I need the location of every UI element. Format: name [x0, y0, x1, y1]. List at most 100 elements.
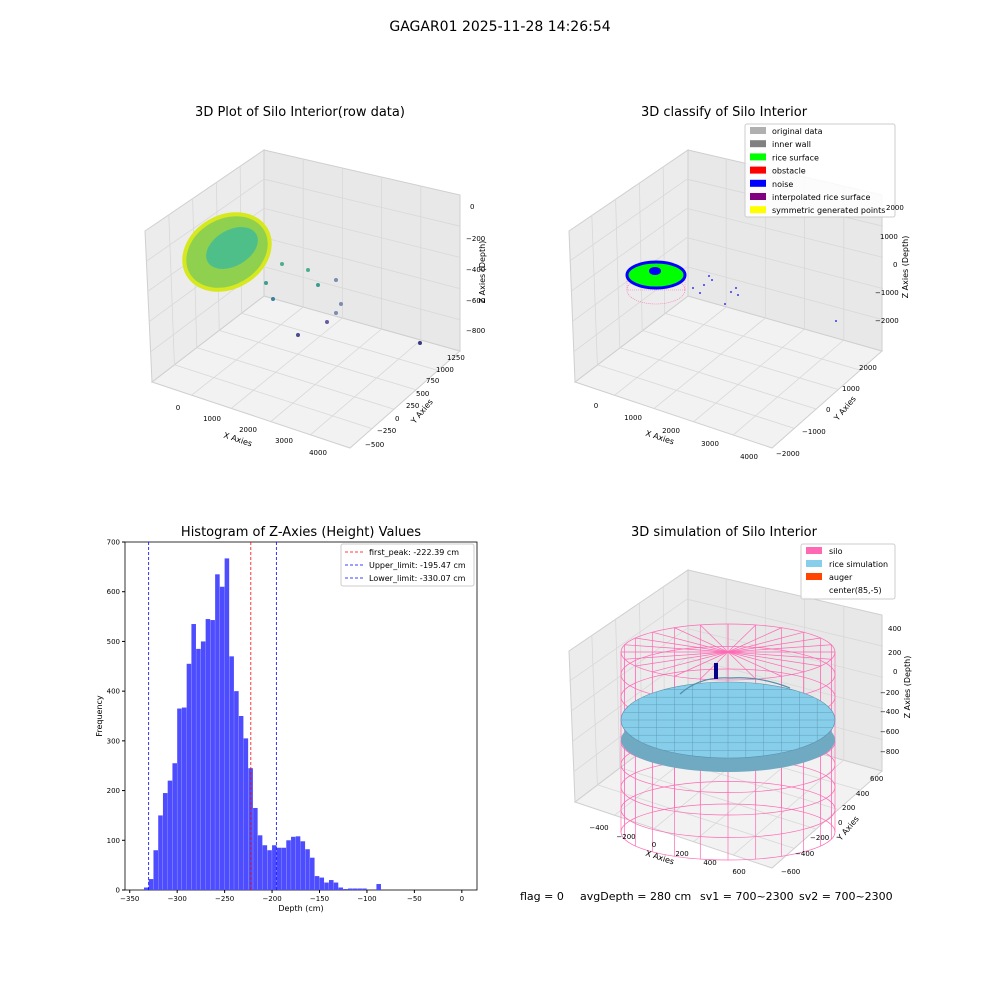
z-axis-ticks: 0 −200 −400 −600 −800	[466, 203, 485, 335]
tick-label: −1000	[802, 428, 826, 436]
histogram-bar	[191, 624, 196, 890]
legend-label: center(85,-5)	[829, 586, 882, 595]
histogram-bar	[205, 619, 211, 890]
classified-silo	[625, 260, 687, 305]
flag-value: flag = 0	[520, 890, 564, 903]
tick-label: 200	[675, 850, 688, 858]
grid-line	[664, 312, 862, 371]
grid-line	[619, 347, 818, 410]
tick-label: 700	[107, 539, 120, 547]
status-line: flag = 0 avgDepth = 280 cm sv1 = 700~230…	[520, 890, 893, 903]
histogram-bar	[333, 882, 339, 890]
legend-swatch	[750, 179, 766, 187]
tick-label: 500	[107, 638, 120, 646]
noise-point	[708, 275, 710, 277]
tick-label: 600	[107, 588, 120, 596]
rice-mesh	[621, 682, 835, 758]
histogram-bar	[167, 780, 173, 890]
grid-line	[263, 266, 461, 321]
grid-line	[693, 328, 805, 422]
tick-label: 0	[470, 203, 474, 211]
histogram-bar	[200, 641, 206, 890]
grid-line	[597, 364, 796, 429]
tick-label: −100	[357, 895, 376, 903]
histogram-bar	[148, 879, 154, 890]
histogram-bar	[234, 691, 239, 890]
legend-label: rice surface	[772, 153, 819, 162]
legend-frame	[800, 543, 896, 600]
histogram-bar	[243, 738, 249, 890]
noise-point	[703, 284, 705, 286]
grid-line	[686, 266, 884, 321]
histogram-bar	[229, 656, 234, 890]
noise-point	[692, 287, 694, 289]
panel-classify-title: 3D classify of Silo Interior	[641, 105, 808, 120]
legend-label: inner wall	[772, 140, 811, 149]
histogram-bar	[257, 835, 263, 890]
tick-label: −200	[616, 833, 635, 841]
tick-label: 100	[107, 837, 120, 845]
tick-label: 300	[107, 737, 120, 745]
histogram-bar	[153, 850, 159, 890]
grid-line	[686, 237, 884, 289]
histogram-bar	[347, 888, 353, 890]
histogram-bar	[215, 574, 220, 890]
auger	[714, 663, 718, 679]
grid-line	[570, 628, 688, 712]
tick-label: 0	[594, 402, 598, 410]
histogram-bar	[343, 889, 348, 890]
legend-swatch	[806, 547, 822, 554]
grid-line	[270, 328, 382, 422]
outlier-point	[296, 333, 300, 337]
histogram-bar	[158, 815, 163, 890]
grid-line	[219, 330, 417, 391]
silo-roof-line	[700, 624, 729, 653]
grid-line	[733, 339, 845, 436]
y-axis-label: Frequency	[95, 695, 104, 737]
x-axis-ticks: 0 1000 2000 3000 4000	[594, 402, 758, 461]
histogram-bar	[238, 716, 244, 890]
grid-line	[196, 347, 395, 410]
legend-label: symmetric generated points	[772, 206, 885, 215]
grid-line	[615, 198, 621, 348]
histogram-bar	[338, 887, 344, 890]
histogram-bar	[324, 882, 329, 890]
outlier-point	[334, 278, 338, 282]
silo-roof-line	[727, 651, 832, 660]
outlier-point	[316, 283, 320, 287]
grid-line	[230, 317, 343, 409]
silo-roof-line	[727, 637, 821, 653]
silo-roof-line	[652, 631, 729, 653]
legend-label: Lower_limit: -330.07 cm	[369, 574, 466, 583]
tick-label: 0	[116, 887, 120, 895]
legend-label: silo	[829, 547, 843, 556]
tick-label: 0	[652, 841, 656, 849]
legend-label: original data	[772, 127, 823, 136]
tick-label: −400	[466, 266, 485, 274]
tick-label: 0	[838, 819, 842, 827]
sv1-value: sv1 = 700~2300	[700, 890, 794, 903]
y-axis-ticks: −2000 −1000 0 1000 2000	[776, 364, 877, 458]
noise-point	[737, 294, 739, 296]
histogram-bar	[143, 887, 149, 890]
tick-label: −400	[589, 824, 608, 832]
silo-roof-line	[635, 637, 729, 653]
histogram-bar	[267, 850, 272, 890]
tick-label: 1250	[447, 354, 465, 362]
histogram-bar	[219, 586, 225, 890]
grid-line	[174, 364, 373, 429]
tick-label: 2000	[859, 364, 877, 372]
z-axis-label: Z Axies (Depth)	[478, 241, 487, 304]
tick-label: −800	[466, 327, 485, 335]
histogram-bar	[276, 847, 282, 890]
grid-line	[263, 237, 461, 289]
tick-label: 1000	[203, 415, 221, 423]
histogram-bar	[376, 884, 381, 890]
tick-label: 0	[460, 895, 464, 903]
tick-label: 0	[395, 415, 399, 423]
simulation-legend: silo rice simulation auger center(85,-5)	[800, 543, 896, 600]
x-axis-ticks: 0 1000 2000 3000 4000	[176, 404, 327, 457]
histogram-bar	[310, 857, 315, 890]
x-axis-ticks: −400 −200 0 200 400 600	[589, 824, 745, 876]
histogram-bar	[328, 880, 334, 890]
